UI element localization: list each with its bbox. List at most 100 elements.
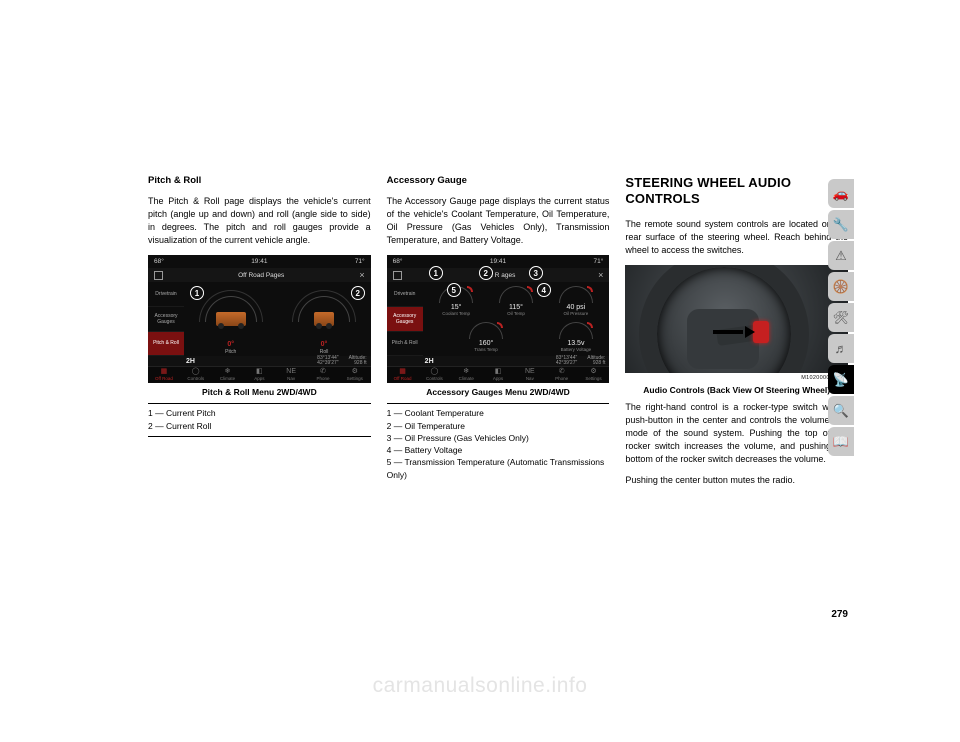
sidenav-drivetrain: Drivetrain [387,282,423,307]
close-icon: × [598,270,603,280]
legend-2: 1 — Coolant Temperature 2 — Oil Temperat… [387,403,610,485]
para-accessory: The Accessory Gauge page displays the cu… [387,195,610,247]
callout-5: 5 [447,283,461,297]
gauges-area: 5 4 15° Coolant Temp 115° Oil Temp [423,282,610,356]
bottombar: ▦Off Road◯Controls❄Climate◧AppsNENav✆Pho… [148,366,371,382]
bottombar-item: ✆Phone [546,367,578,382]
para-steering-2: The right-hand control is a rocker-type … [625,401,848,466]
heading-pitch-roll: Pitch & Roll [148,175,371,186]
section-tab: 🚗 [828,179,854,208]
bottombar-item: ◯Controls [418,367,450,382]
sidenav: Drivetrain Accessory Gauges Pitch & Roll [148,282,184,356]
section-tab: ♬ [828,334,854,363]
gauge-battery: 13.5v Battery Voltage [546,320,605,355]
altitude-value: 928 ft [354,360,367,366]
screen-footer: 2H 83°13'44" 42°39'27" Altitude: 928 ft [148,356,371,366]
home-icon [393,271,402,280]
section-tab: 🔍 [828,396,854,425]
tab-rail: 🚗🔧⚠🛞🛠♬📡🔍📖 [828,179,854,456]
sidenav-pitchroll: Pitch & Roll [148,332,184,357]
bottombar-item: ❄Climate [212,367,244,382]
legend-1: 1 — Current Pitch 2 — Current Roll [148,403,371,437]
screenshot-pitch-roll: 68° 19:41 71° Off Road Pages × Drivetrai… [148,255,371,383]
screen-title: Off Road Pages [238,272,284,279]
section-tab: 🛞 [828,272,854,301]
arrow-icon [713,327,755,337]
section-heading: STEERING WHEEL AUDIO CONTROLS [625,175,848,208]
screenshot-accessory: 68° 19:41 71° Off R ages × 1 2 3 Drivetr… [387,255,610,383]
callout-2: 2 [351,286,365,300]
fig-caption-3: Audio Controls (Back View Of Steering Wh… [625,385,848,395]
callout-1: 1 [429,266,443,280]
column-steering-wheel: STEERING WHEEL AUDIO CONTROLS The remote… [625,175,848,495]
bottombar: ▦Off Road◯Controls❄Climate◧AppsNENav✆Pho… [387,366,610,382]
switch-highlight [753,321,769,343]
fig-caption-1: Pitch & Roll Menu 2WD/4WD [148,387,371,397]
screen-footer: 2H 83°13'44" 42°39'27" Altitude: 928 ft [387,356,610,366]
sidenav-pitchroll: Pitch & Roll [387,332,423,357]
bottombar-item: ▦Off Road [148,367,180,382]
callout-1: 1 [190,286,204,300]
gauge-oil-pressure: 40 psi Oil Pressure [546,284,605,319]
legend-2-3: 3 — Oil Pressure (Gas Vehicles Only) [387,432,610,444]
watermark: carmanualsonline.info [0,674,960,698]
fig-caption-2: Accessory Gauges Menu 2WD/4WD [387,387,610,397]
para-steering-1: The remote sound system controls are loc… [625,218,848,257]
page-number: 279 [831,609,848,620]
photo-code: M1020000008US [625,375,848,381]
bottombar-item: ▦Off Road [387,367,419,382]
sidenav: Drivetrain Accessory Gauges Pitch & Roll [387,282,423,356]
para-steering-3: Pushing the center button mutes the radi… [625,474,848,487]
vehicle-front-icon [314,312,334,326]
drive-mode: 2H [186,358,195,365]
legend-1-1: 1 — Current Pitch [148,407,371,419]
gauge-pitch: 1 0° Pitch [184,282,277,356]
sidenav-drivetrain: Drivetrain [148,282,184,307]
pitch-label: Pitch [225,349,236,355]
bottombar-item: ◯Controls [180,367,212,382]
roll-label: Roll [320,349,329,355]
pitch-value: 0° [227,341,234,348]
home-icon [154,271,163,280]
status-clock: 19:41 [251,258,267,265]
drive-mode: 2H [425,358,434,365]
roll-value: 0° [321,341,328,348]
gauge-trans-temp: 160° Trans Temp [427,320,546,355]
para-pitch-roll: The Pitch & Roll page displays the vehic… [148,195,371,247]
coords-bot: 42°39'27" [317,360,338,366]
gauges-area: 1 0° Pitch 2 0° Roll [184,282,371,356]
legend-1-2: 2 — Current Roll [148,420,371,432]
section-tab: ⚠ [828,241,854,270]
section-tab: 📡 [828,365,854,394]
bottombar-item: ❄Climate [450,367,482,382]
column-pitch-roll: Pitch & Roll The Pitch & Roll page displ… [148,175,371,495]
bottombar-item: ⚙Settings [339,367,371,382]
sidenav-accessory: Accessory Gauges [148,307,184,332]
bottombar-item: NENav [514,367,546,382]
section-tab: 🔧 [828,210,854,239]
column-accessory-gauge: Accessory Gauge The Accessory Gauge page… [387,175,610,495]
callout-3: 3 [529,266,543,280]
bottombar-item: ◧Apps [243,367,275,382]
photo-steering-wheel [625,265,848,373]
status-temp-left: 68° [393,258,403,265]
sidenav-accessory: Accessory Gauges [387,307,423,332]
legend-2-5: 5 — Transmission Temperature (Automatic … [387,456,610,481]
heading-accessory: Accessory Gauge [387,175,610,186]
bottombar-item: ◧Apps [482,367,514,382]
status-temp-left: 68° [154,258,164,265]
legend-2-4: 4 — Battery Voltage [387,444,610,456]
callout-4: 4 [537,283,551,297]
bottombar-item: ✆Phone [307,367,339,382]
legend-2-1: 1 — Coolant Temperature [387,407,610,419]
bottombar-item: ⚙Settings [578,367,610,382]
gauge-roll: 2 0° Roll [277,282,370,356]
bottombar-item: NENav [275,367,307,382]
status-clock: 19:41 [490,258,506,265]
section-tab: 🛠 [828,303,854,332]
status-temp-right: 71° [593,258,603,265]
legend-2-2: 2 — Oil Temperature [387,420,610,432]
close-icon: × [359,270,364,280]
callout-2: 2 [479,266,493,280]
section-tab: 📖 [828,427,854,456]
